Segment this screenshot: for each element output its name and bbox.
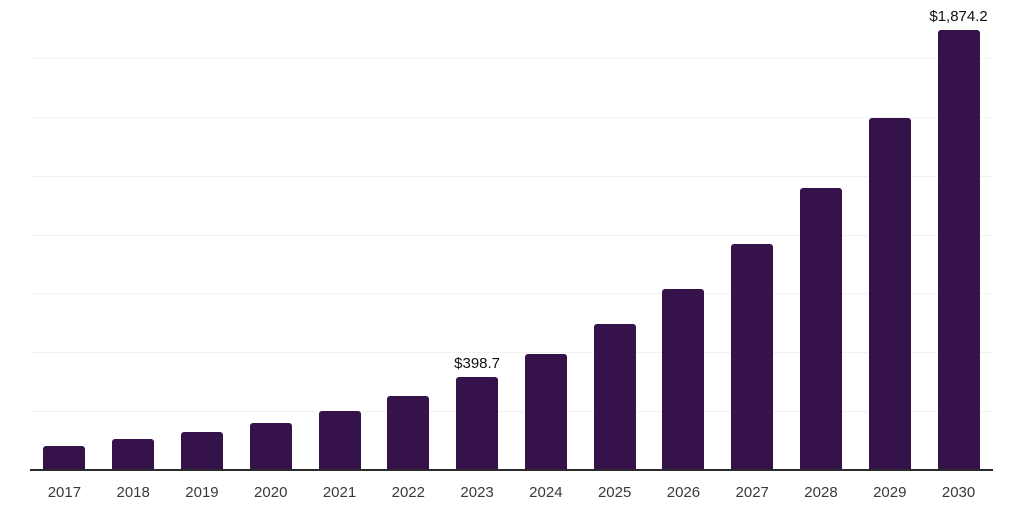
bar-cell [580,0,649,471]
bar-cell [305,0,374,471]
gridline [30,57,993,59]
x-axis-label: 2023 [460,484,494,501]
plot-area: $398.7 $1,874.2 [30,0,993,471]
bar-cell [30,0,99,471]
x-axis-label: 2021 [322,484,357,501]
bar [524,353,567,471]
bar-cell: $1,874.2 [924,0,993,471]
bar [868,117,911,471]
x-axis-label: 2029 [873,484,907,501]
data-label: $1,874.2 [929,7,988,25]
x-axis-label: 2025 [597,484,632,501]
gridline [30,234,993,236]
bar [318,410,361,471]
bar-cell [168,0,237,471]
x-axis-label: 2017 [47,484,82,501]
bar-cell [718,0,787,471]
bar-cell [855,0,924,471]
bar [249,422,292,471]
gridline [30,411,993,413]
gridline [30,352,993,354]
bar [456,377,499,471]
bar-cell [787,0,856,471]
bar [43,446,86,471]
x-axis-label: 2024 [529,484,563,501]
x-axis-label: 2030 [941,484,976,501]
gridline [30,116,993,118]
bar [112,439,155,471]
bar [593,324,636,471]
bars-row: $398.7 $1,874.2 [30,0,993,471]
x-axis-label: 2028 [804,484,838,501]
gridline [30,293,993,295]
bar-cell [649,0,718,471]
gridline [30,175,993,177]
bar-cell [99,0,168,471]
x-axis-label: 2027 [735,484,769,501]
x-axis-labels: 2017 2018 2019 2020 2021 2022 2023 2024 2025 2026… [30,473,993,501]
bar [731,244,774,471]
data-label: $398.7 [454,355,501,373]
x-axis-label: 2026 [666,484,701,501]
x-axis-label: 2020 [254,484,288,501]
bar-cell [374,0,443,471]
bar-cell [511,0,580,471]
bar [662,288,705,471]
bar [937,29,980,471]
bar-cell: $398.7 [443,0,512,471]
bar [180,431,223,471]
x-axis-label: 2019 [185,484,219,501]
x-axis-label: 2018 [116,484,150,501]
bar [387,395,430,471]
x-axis-label: 2022 [391,484,425,501]
bar-cell [236,0,305,471]
x-axis-line [30,469,993,471]
bar [799,188,842,471]
